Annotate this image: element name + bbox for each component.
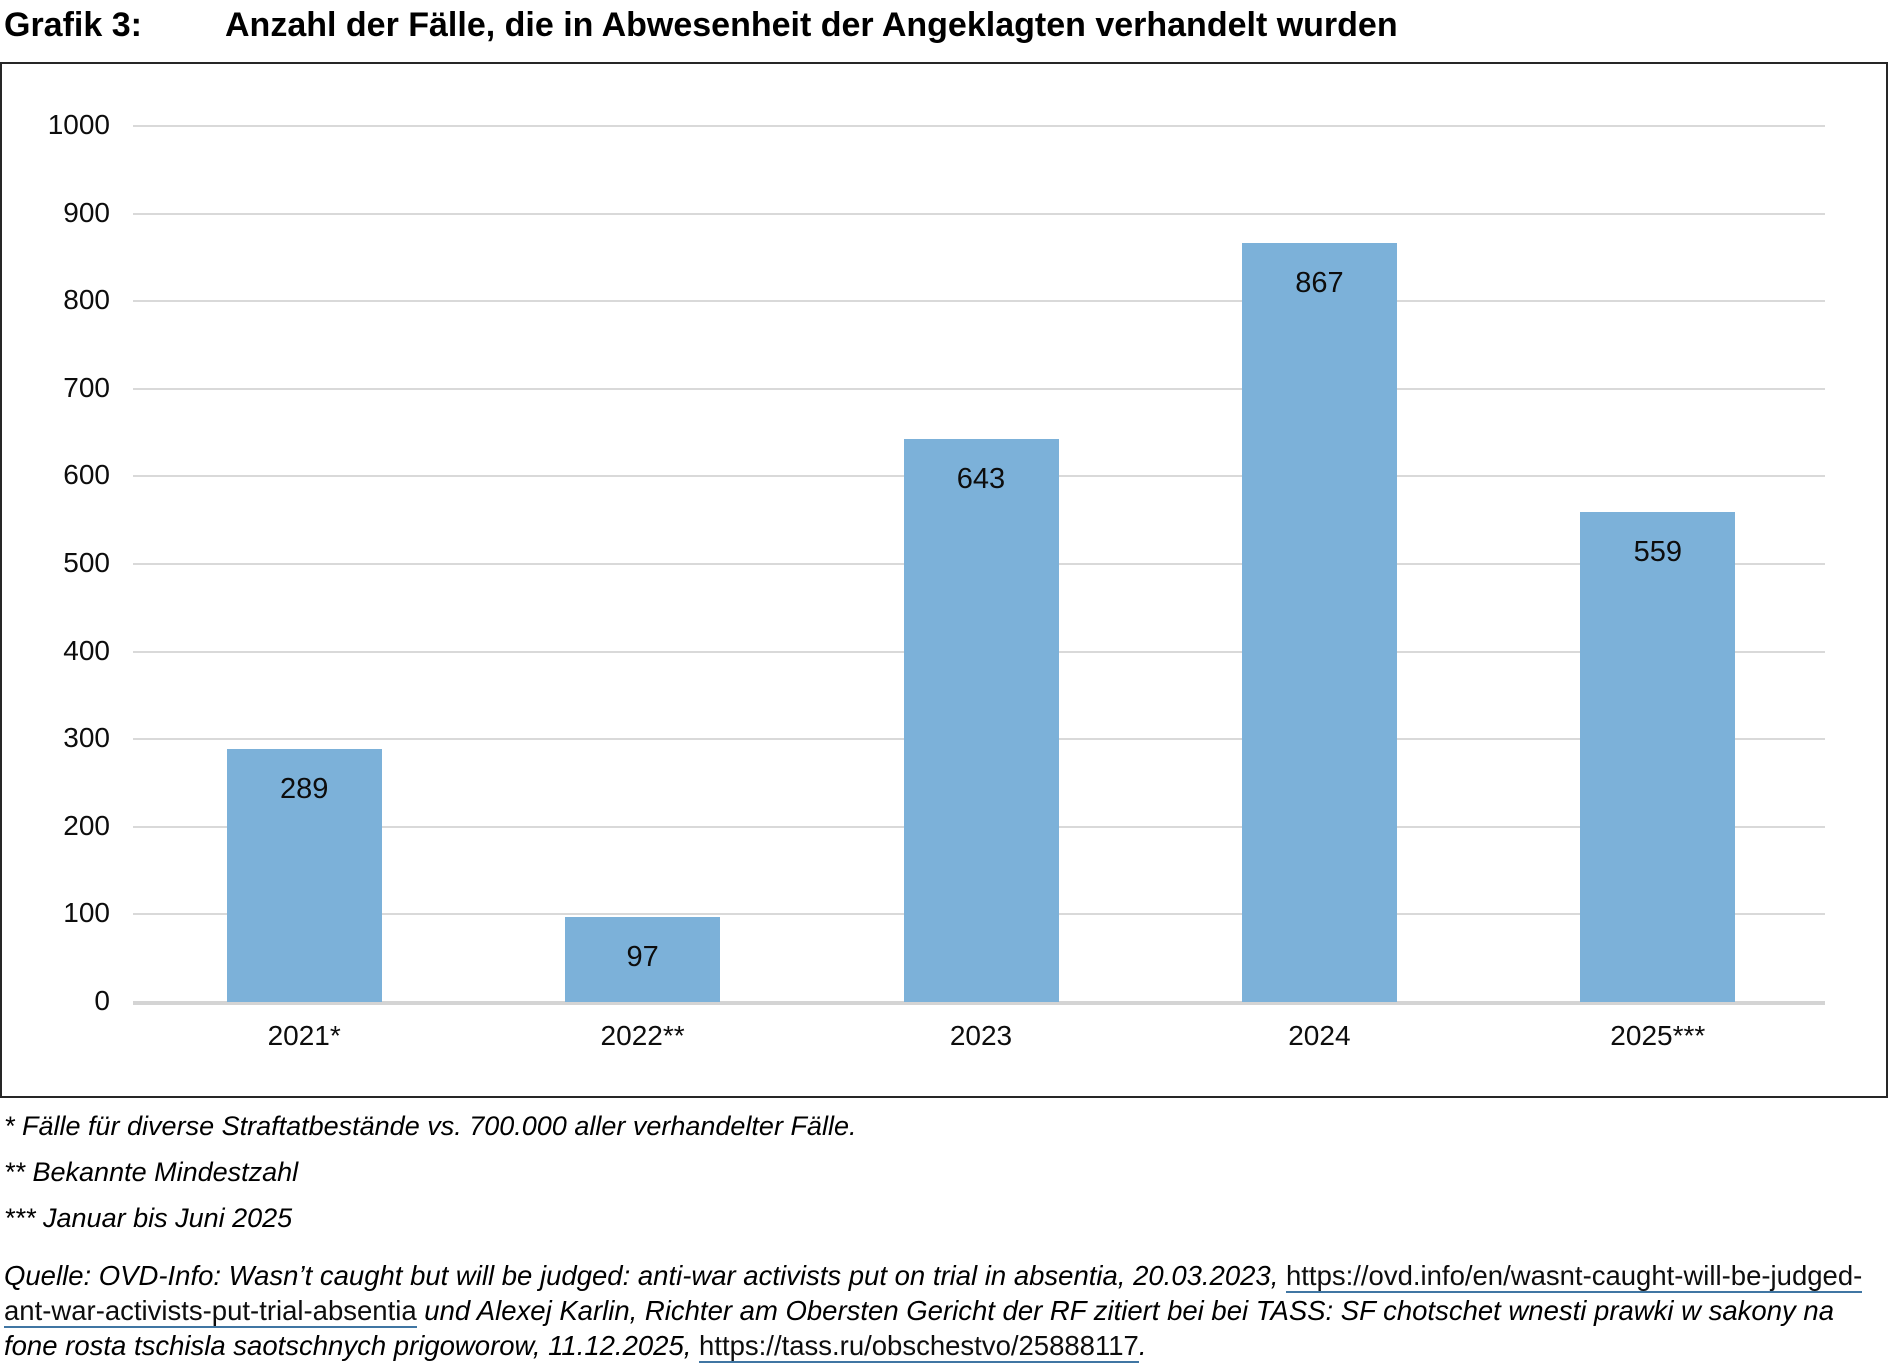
x-axis-tick-label: 2021*	[267, 1020, 341, 1051]
gridline	[133, 387, 1825, 390]
y-axis-tick-label: 800	[63, 284, 110, 316]
bar-2023: 643	[903, 438, 1059, 1002]
x-axis-tick-label: 2023	[949, 1020, 1013, 1051]
bar-2024: 867	[1241, 242, 1397, 1002]
bar-2022**: 97	[565, 917, 721, 1002]
bar-2025***: 559	[1580, 512, 1736, 1002]
x-axis-tick-label: 2024	[1288, 1020, 1351, 1051]
source-text-segment: Quelle: OVD-Info: Wasn’t caught but will…	[4, 1260, 1286, 1291]
source-text-segment: .	[1138, 1330, 1147, 1361]
source-text: Quelle: OVD-Info: Wasn’t caught but will…	[4, 1258, 1888, 1363]
gridline	[133, 300, 1825, 303]
y-axis-tick-label: 200	[63, 809, 110, 841]
y-axis-tick-label: 1000	[47, 109, 110, 140]
x-axis-tick-label: 2022**	[600, 1020, 685, 1051]
bar-chart: 0 100 200 300 400 500 600 700 800 900 1000 289 2021*…	[0, 62, 1888, 1098]
footnote-2: ** Bekannte Mindestzahl	[4, 1157, 299, 1187]
footnote-3: *** Januar bis Juni 2025	[4, 1203, 293, 1233]
gridline	[133, 125, 1825, 127]
footnote-1: * Fälle für diverse Straftatbestände vs.…	[4, 1111, 857, 1141]
y-axis-tick-label: 600	[63, 459, 110, 491]
y-axis-tick-label: 0	[94, 985, 110, 1016]
bar-value-label: 559	[1633, 536, 1682, 569]
y-axis-tick-label: 500	[63, 547, 110, 578]
y-axis-tick-label: 900	[63, 196, 110, 228]
x-axis-line	[133, 1001, 1825, 1005]
figure-number-label: Grafik 3:	[4, 6, 142, 44]
y-axis-tick-label: 400	[63, 634, 110, 666]
x-axis-tick-label: 2025***	[1610, 1020, 1706, 1051]
y-axis-tick-label: 700	[63, 371, 110, 403]
source-link[interactable]: https://ovd.info/en/wasnt-caught-will-be…	[4, 1260, 1863, 1328]
figure-title-text: Anzahl der Fälle, die in Abwesenheit der…	[225, 6, 1398, 44]
bar-value-label: 97	[626, 941, 659, 974]
source-text-segment: und Alexej Karlin, Richter am Obersten G…	[4, 1295, 1834, 1361]
source-link[interactable]: https://tass.ru/obschestvo/25888117	[699, 1330, 1139, 1363]
bar-value-label: 289	[279, 772, 329, 805]
bar-2021*: 289	[226, 748, 382, 1002]
bar-value-label: 643	[956, 462, 1006, 495]
footnotes-block: * Fälle für diverse Straftatbestände vs.…	[4, 1112, 1884, 1250]
bar-value-label: 867	[1295, 266, 1344, 299]
y-axis-tick-label: 100	[63, 897, 110, 929]
y-axis-tick-label: 300	[63, 722, 110, 754]
gridline	[133, 212, 1825, 215]
page-title: Grafik 3: Anzahl der Fälle, die in Abwes…	[0, 6, 1890, 54]
